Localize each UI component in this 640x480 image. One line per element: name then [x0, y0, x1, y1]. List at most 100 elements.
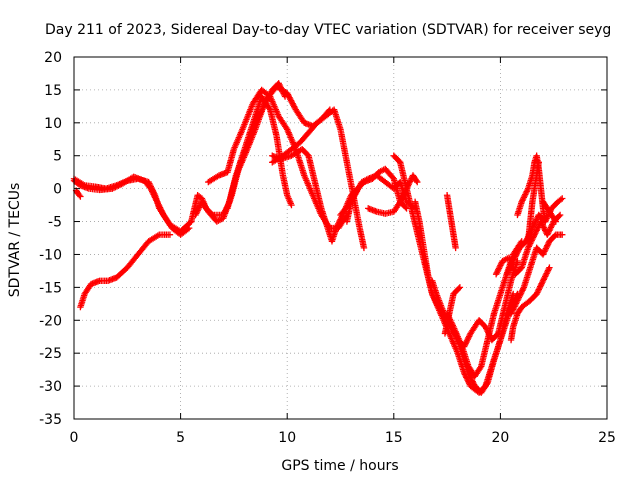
data-point	[512, 300, 520, 307]
data-point	[541, 246, 549, 254]
data-point	[525, 243, 533, 250]
data-point	[463, 337, 471, 344]
data-point	[512, 251, 520, 259]
data-point	[541, 248, 548, 255]
data-point	[537, 281, 545, 289]
data-point	[456, 284, 464, 291]
data-point	[506, 265, 513, 272]
data-point	[539, 221, 546, 228]
data-series-s3	[72, 187, 84, 200]
data-point	[544, 267, 552, 274]
y-axis-label: SDTVAR / TECUs	[7, 183, 23, 298]
data-point	[533, 227, 540, 234]
data-point	[546, 225, 554, 233]
y-tick-label: -25	[39, 346, 62, 362]
data-point	[148, 188, 156, 195]
data-point	[336, 217, 343, 225]
axis-ticks: 0 5 10 15 20 25 -35 -30 -25 -20 -15 -10 -5 0 5 10 15 20	[39, 50, 616, 446]
data-point	[156, 204, 164, 211]
data-point	[544, 230, 552, 237]
data-point	[464, 336, 471, 343]
y-tick-label: -5	[48, 215, 62, 231]
data-point	[508, 260, 515, 268]
data-point	[514, 295, 522, 303]
data-point	[514, 297, 521, 304]
y-tick-label: 5	[53, 149, 62, 165]
data-point	[542, 271, 550, 279]
data-point	[192, 211, 199, 219]
data-point	[406, 178, 414, 185]
data-point	[467, 374, 474, 381]
data-series-s19	[443, 192, 459, 252]
data-point	[522, 189, 530, 197]
data-point	[518, 198, 525, 205]
data-series-s26	[539, 198, 560, 225]
data-series-s22	[507, 231, 566, 317]
data-point	[406, 179, 413, 186]
data-point	[399, 194, 406, 201]
data-point	[397, 197, 405, 204]
data-point	[533, 290, 540, 298]
data-point	[509, 257, 517, 265]
data-point	[400, 191, 407, 198]
data-point	[281, 91, 288, 99]
data-point	[524, 244, 532, 252]
data-point	[532, 217, 540, 225]
data-point	[521, 192, 528, 200]
data-point	[77, 193, 84, 200]
data-series-s4	[77, 231, 174, 311]
data-point	[534, 289, 541, 296]
data-point	[551, 217, 559, 224]
data-point	[463, 339, 470, 346]
data-point	[470, 379, 477, 387]
data-point	[155, 201, 162, 208]
data-point	[193, 208, 201, 216]
data-point	[166, 231, 174, 238]
data-point	[516, 292, 523, 300]
data-point	[545, 265, 552, 273]
x-tick-label: 15	[385, 430, 403, 446]
data-point	[156, 202, 163, 210]
data-point	[265, 104, 273, 112]
data-point	[147, 185, 154, 192]
data-point	[513, 250, 520, 257]
data-point	[149, 189, 157, 197]
data-series-s20	[492, 211, 564, 278]
data-point	[536, 284, 543, 292]
data-point	[465, 333, 473, 340]
data-point	[536, 283, 544, 290]
data-point	[152, 195, 159, 203]
data-point	[515, 294, 523, 301]
data-point	[195, 205, 202, 213]
data-point	[157, 205, 164, 213]
data-point	[511, 254, 518, 262]
data-point	[545, 228, 552, 235]
y-tick-label: -10	[39, 247, 62, 263]
data-point	[534, 225, 541, 233]
y-tick-label: -20	[39, 313, 62, 329]
data-point	[523, 188, 530, 195]
data-point	[508, 309, 515, 316]
data-point	[496, 263, 503, 271]
data-point	[544, 268, 551, 276]
data-point	[544, 242, 551, 249]
data-point	[335, 220, 342, 227]
data-point	[543, 270, 550, 277]
data-point	[512, 301, 519, 309]
data-point	[493, 269, 501, 276]
data-point	[402, 204, 409, 211]
data-point	[548, 222, 555, 230]
data-point	[538, 280, 545, 287]
data-point	[514, 249, 521, 256]
data-point	[275, 80, 282, 87]
x-tick-label: 25	[598, 430, 616, 446]
data-point	[281, 93, 289, 100]
data-point	[546, 227, 553, 234]
data-series-s15	[411, 198, 517, 396]
data-point	[449, 322, 456, 329]
data-point	[495, 266, 502, 274]
data-point	[154, 200, 162, 207]
chart-title: Day 211 of 2023, Sidereal Day-to-day VTE…	[45, 22, 611, 38]
data-point	[184, 226, 191, 233]
data-point	[519, 287, 526, 294]
